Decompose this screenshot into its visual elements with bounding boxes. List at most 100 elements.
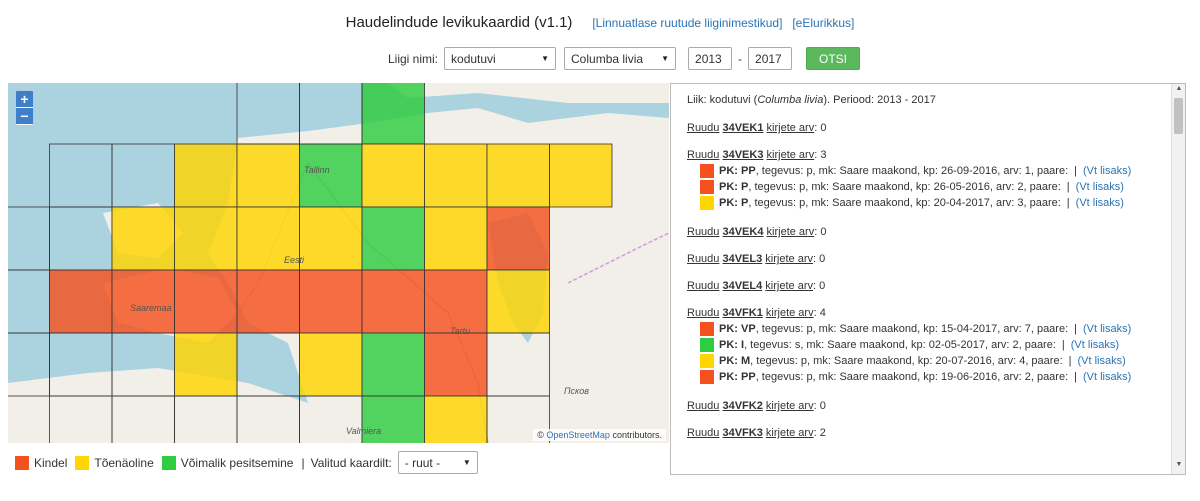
square-title[interactable]: Ruudu 34VEL3 kirjete arv: 0: [687, 253, 826, 265]
grid-square[interactable]: [299, 332, 363, 397]
grid-square[interactable]: [236, 143, 300, 208]
square-title[interactable]: Ruudu 34VFK3 kirjete arv: 2: [687, 427, 826, 439]
square-count-label[interactable]: kirjete arv: [766, 122, 815, 134]
grid-square[interactable]: [8, 332, 50, 397]
grid-square[interactable]: [236, 206, 300, 271]
year-to-input[interactable]: 2017: [748, 47, 793, 70]
square-count: 0: [819, 400, 826, 412]
square-title-prefix[interactable]: Ruudu: [687, 307, 720, 319]
grid-square[interactable]: [111, 206, 175, 271]
square-title[interactable]: Ruudu 34VEL4 kirjete arv: 0: [687, 280, 826, 292]
grid-square[interactable]: [424, 332, 488, 397]
square-title[interactable]: Ruudu 34VEK4 kirjete arv: 0: [687, 226, 827, 238]
grid-square[interactable]: [361, 83, 425, 145]
grid-square[interactable]: [8, 269, 50, 334]
see-more-link[interactable]: (Vt lisaks): [1083, 323, 1132, 335]
grid-square[interactable]: [486, 143, 550, 208]
grid-square[interactable]: [174, 332, 238, 397]
species-estonian-select[interactable]: kodutuvi ▼: [444, 47, 557, 70]
grid-square[interactable]: [174, 206, 238, 271]
see-more-link[interactable]: (Vt lisaks): [1075, 197, 1124, 209]
square-title[interactable]: Ruudu 34VEK3 kirjete arv: 3: [687, 149, 827, 161]
breeding-code: PK: I: [719, 339, 745, 351]
grid-square[interactable]: [299, 83, 363, 145]
grid-square[interactable]: [49, 269, 113, 334]
distribution-map[interactable]: + − Tallinn Eesti Saaremaa Tartu Псков V…: [8, 83, 669, 443]
see-more-link[interactable]: (Vt lisaks): [1077, 355, 1126, 367]
square-title-prefix[interactable]: Ruudu: [687, 122, 720, 134]
square-count-label[interactable]: kirjete arv: [765, 400, 814, 412]
grid-square[interactable]: [361, 206, 425, 271]
grid-square[interactable]: [361, 143, 425, 208]
see-more-link[interactable]: (Vt lisaks): [1083, 371, 1132, 383]
results-panel[interactable]: Liik: kodutuvi (Columba livia). Periood:…: [670, 83, 1186, 475]
square-title[interactable]: Ruudu 34VEK1 kirjete arv: 0: [687, 122, 827, 134]
grid-square[interactable]: [424, 395, 488, 443]
grid-square[interactable]: [49, 143, 113, 208]
headline-suffix: ). Periood: 2013 - 2017: [823, 94, 936, 106]
zoom-in-button[interactable]: +: [16, 91, 33, 108]
square-code[interactable]: 34VEK4: [722, 226, 764, 238]
square-title-prefix[interactable]: Ruudu: [687, 253, 720, 265]
see-more-link[interactable]: (Vt lisaks): [1075, 181, 1124, 193]
see-more-link[interactable]: (Vt lisaks): [1070, 339, 1120, 351]
grid-square[interactable]: [299, 269, 363, 334]
grid-square[interactable]: [8, 206, 50, 271]
square-code[interactable]: 34VEL3: [722, 253, 763, 265]
square-code[interactable]: 34VEK1: [722, 122, 764, 134]
scroll-down-icon[interactable]: ▼: [1175, 461, 1183, 468]
headline-prefix: Liik: kodutuvi (: [687, 94, 758, 106]
legend-swatch-yellow: [75, 455, 90, 470]
grid-square[interactable]: [49, 206, 113, 271]
scroll-thumb[interactable]: [1174, 98, 1183, 134]
grid-square[interactable]: [486, 269, 550, 334]
grid-square[interactable]: [486, 206, 550, 271]
grid-square[interactable]: [111, 269, 175, 334]
grid-square[interactable]: [236, 269, 300, 334]
grid-square[interactable]: [424, 206, 488, 271]
square-title-prefix[interactable]: Ruudu: [687, 400, 720, 412]
search-button[interactable]: OTSI: [806, 47, 861, 70]
square-count-label[interactable]: kirjete arv: [765, 280, 813, 292]
square-title[interactable]: Ruudu 34VFK1 kirjete arv: 4: [687, 307, 826, 319]
osm-link[interactable]: OpenStreetMap: [546, 430, 610, 440]
link-eelurikkus[interactable]: [eElurikkus]: [792, 16, 855, 30]
grid-square[interactable]: [424, 269, 488, 334]
grid-square[interactable]: [361, 395, 425, 443]
year-from-input[interactable]: 2013: [688, 47, 733, 70]
grid-square[interactable]: [174, 269, 238, 334]
square-title-prefix[interactable]: Ruudu: [687, 226, 720, 238]
square-title-prefix[interactable]: Ruudu: [687, 427, 720, 439]
grid-square[interactable]: [549, 143, 613, 208]
grid-square[interactable]: [299, 143, 363, 208]
square-count-label[interactable]: kirjete arv: [765, 427, 814, 439]
observation-row: PK: M, tegevus: p, mk: Saare maakond, kp…: [700, 353, 1167, 369]
square-count-label[interactable]: kirjete arv: [765, 307, 814, 319]
square-code[interactable]: 34VFK2: [722, 400, 763, 412]
link-square-species-list[interactable]: [Linnuatlase ruutude liiginimestikud]: [592, 16, 783, 30]
square-code[interactable]: 34VFK1: [722, 307, 763, 319]
grid-square[interactable]: [111, 143, 175, 208]
square-count-label[interactable]: kirjete arv: [766, 149, 815, 161]
square-count-label[interactable]: kirjete arv: [765, 253, 813, 265]
square-code[interactable]: 34VEL4: [722, 280, 763, 292]
grid-square[interactable]: [174, 143, 238, 208]
species-latin-select[interactable]: Columba livia ▼: [564, 47, 677, 70]
grid-square[interactable]: [486, 395, 550, 443]
see-more-link[interactable]: (Vt lisaks): [1083, 165, 1132, 177]
scroll-up-icon[interactable]: ▲: [1175, 85, 1183, 92]
grid-square[interactable]: [299, 206, 363, 271]
panel-scrollbar[interactable]: ▲ ▼: [1171, 84, 1185, 474]
grid-square[interactable]: [361, 332, 425, 397]
square-code[interactable]: 34VFK3: [722, 427, 763, 439]
grid-square[interactable]: [424, 143, 488, 208]
square-title-prefix[interactable]: Ruudu: [687, 280, 720, 292]
square-title-prefix[interactable]: Ruudu: [687, 149, 720, 161]
grid-square[interactable]: [361, 269, 425, 334]
square-count-label[interactable]: kirjete arv: [766, 226, 815, 238]
square-code[interactable]: 34VEK3: [722, 149, 764, 161]
square-title[interactable]: Ruudu 34VFK2 kirjete arv: 0: [687, 400, 826, 412]
observation-details: , tegevus: p, mk: Saare maakond, kp: 20-…: [750, 355, 1063, 367]
chosen-square-select[interactable]: - ruut - ▼: [397, 451, 478, 474]
zoom-out-button[interactable]: −: [16, 108, 33, 125]
